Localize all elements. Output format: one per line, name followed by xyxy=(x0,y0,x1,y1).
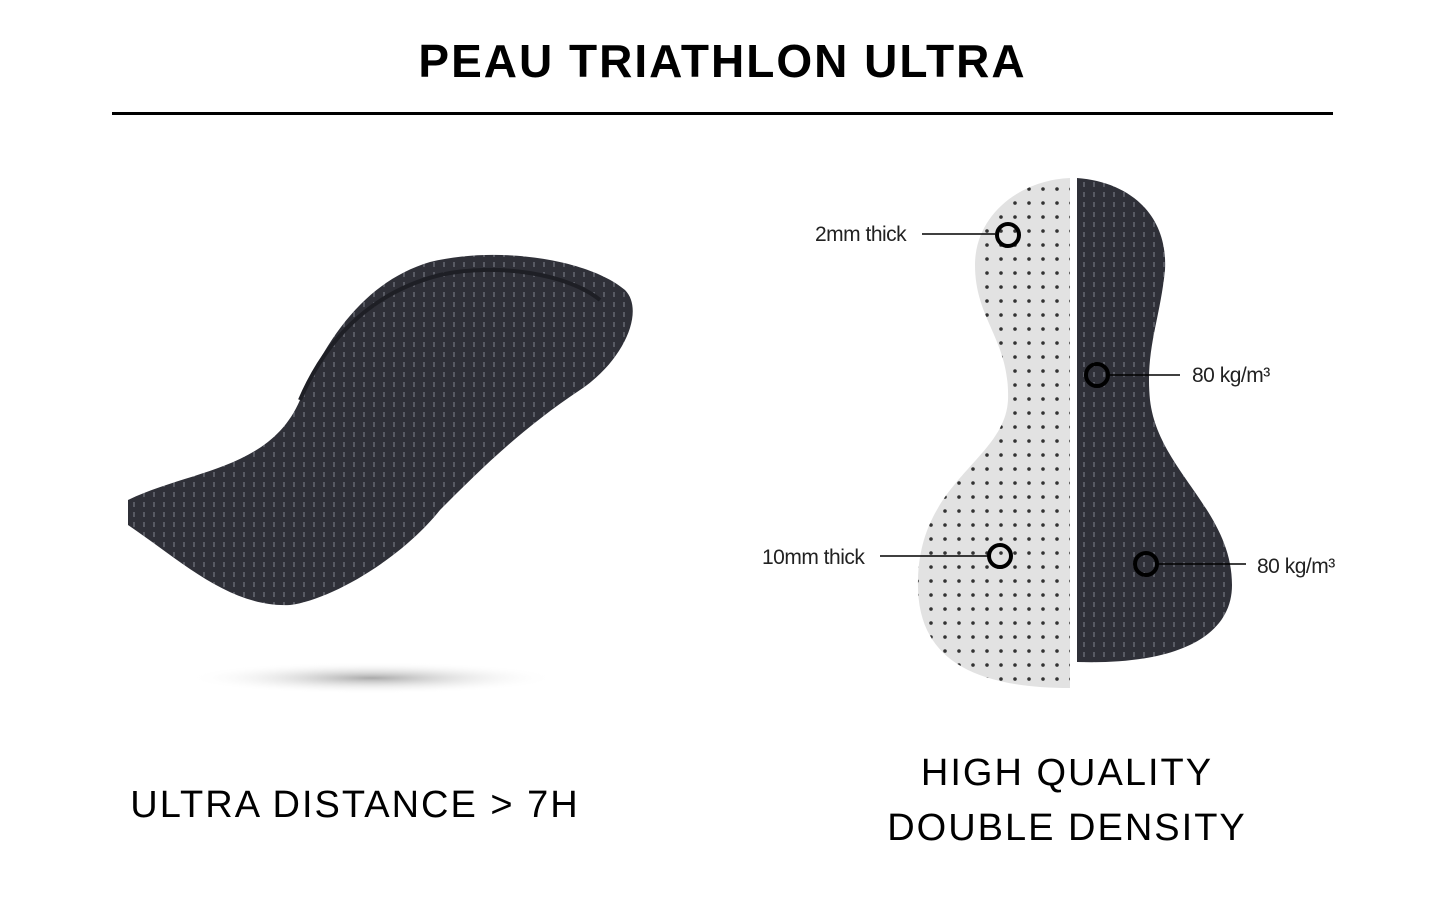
title-divider xyxy=(112,112,1333,115)
pad-shadow xyxy=(187,662,557,694)
caption-line-2: DOUBLE DENSITY xyxy=(887,807,1247,849)
callout-2mm xyxy=(922,222,1021,248)
caption-line-1: HIGH QUALITY xyxy=(920,752,1214,794)
label-2mm-thick: 2mm thick xyxy=(815,223,907,246)
label-density-bottom: 80 kg/m³ xyxy=(1257,555,1335,578)
callout-density-mid xyxy=(1084,362,1180,388)
label-10mm-thick: 10mm thick xyxy=(762,546,865,569)
callout-density-bottom xyxy=(1133,551,1246,577)
caption-double-density: HIGH QUALITY DOUBLE DENSITY xyxy=(842,746,1292,856)
caption-ultra-distance: ULTRA DISTANCE > 7H xyxy=(130,784,580,826)
callout-10mm xyxy=(880,543,1013,569)
pad-light-half xyxy=(917,178,1070,688)
side-pad-image xyxy=(128,254,633,606)
page-title: PEAU TRIATHLON ULTRA xyxy=(418,35,1027,87)
label-density-mid: 80 kg/m³ xyxy=(1192,364,1270,387)
pad-dark-half xyxy=(1077,178,1232,663)
